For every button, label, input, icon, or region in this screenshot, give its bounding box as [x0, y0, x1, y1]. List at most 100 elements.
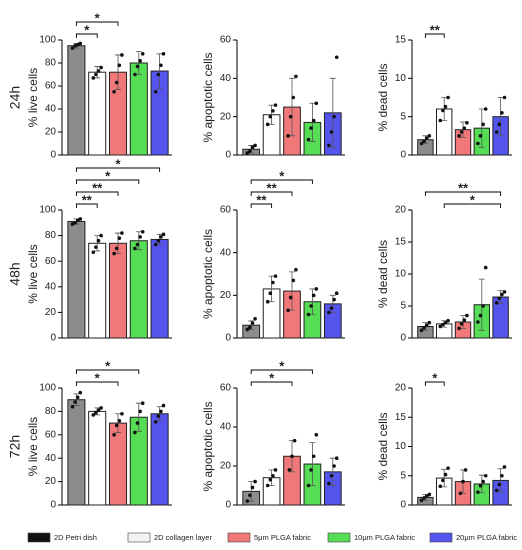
data-point [159, 409, 163, 414]
data-point [443, 104, 448, 109]
data-point [135, 64, 140, 69]
bar [129, 62, 148, 156]
y-tick-label: 20 [220, 461, 232, 472]
data-point [291, 278, 296, 283]
data-point [422, 325, 426, 330]
legend-label: 2D collagen layer [154, 533, 212, 542]
data-point [306, 137, 311, 142]
data-point [78, 41, 83, 46]
data-point [457, 326, 461, 331]
error-bar [460, 315, 466, 329]
data-point [461, 479, 465, 484]
data-point [483, 107, 488, 111]
data-point [494, 488, 499, 493]
significance-bracket [250, 203, 273, 208]
data-point [156, 238, 161, 243]
data-point [96, 408, 101, 413]
data-point [112, 251, 116, 256]
bar [88, 242, 107, 339]
data-point [311, 293, 316, 298]
data-point [438, 484, 443, 489]
data-point [112, 89, 116, 94]
data-point [120, 411, 124, 416]
y-tick-label: 0 [400, 150, 406, 161]
data-point [483, 473, 488, 478]
data-point [332, 297, 336, 302]
error-bar [268, 104, 275, 125]
data-point [476, 490, 480, 494]
error-bar [248, 481, 255, 502]
y-tick-label: 80 [45, 230, 57, 241]
data-point [494, 130, 499, 134]
data-point [286, 134, 290, 138]
error-bar [497, 468, 504, 493]
data-point [245, 327, 250, 332]
y-tick-label: 10 [395, 269, 407, 280]
data-point [483, 265, 488, 270]
data-point [245, 151, 250, 155]
data-point [117, 63, 122, 68]
data-point [268, 114, 273, 119]
significance-bracket [75, 33, 98, 38]
error-bar [309, 442, 316, 486]
data-point [70, 404, 75, 409]
data-point [99, 406, 103, 410]
data-point [459, 322, 464, 326]
y-tick-label: 20 [45, 307, 57, 318]
error-bar [478, 474, 485, 494]
error-bar [329, 77, 336, 148]
data-point [309, 468, 313, 472]
data-point [159, 63, 163, 68]
data-point [245, 499, 250, 503]
data-point [438, 118, 443, 123]
error-bar [135, 51, 142, 75]
data-point [306, 483, 311, 488]
significance-bracket [75, 203, 98, 208]
bar [67, 45, 86, 156]
error-bar [460, 121, 466, 138]
error-bar [478, 108, 485, 148]
data-point [156, 72, 161, 77]
data-point [253, 479, 257, 484]
bar [67, 399, 86, 506]
y-tick-label: 5 [400, 470, 406, 481]
y-tick-label: 15 [395, 412, 407, 423]
legend-swatch [429, 532, 453, 543]
data-point [443, 320, 448, 325]
data-point [248, 149, 252, 153]
data-point [329, 473, 334, 478]
error-bar [329, 457, 336, 486]
y-tick-label: 80 [45, 406, 57, 417]
data-point [500, 292, 504, 297]
data-point [271, 280, 275, 285]
data-point [271, 109, 275, 113]
data-point [96, 69, 101, 73]
data-point [153, 242, 158, 247]
row-label: 48h [7, 262, 23, 285]
data-point [463, 468, 468, 472]
bar [108, 422, 128, 506]
y-axis-label: % live cells [26, 417, 40, 476]
data-point [446, 318, 450, 323]
data-point [329, 130, 334, 134]
error-bar [156, 53, 163, 89]
error-bar [73, 393, 80, 406]
data-point [161, 52, 166, 56]
data-point [138, 235, 142, 239]
data-point [459, 130, 464, 134]
significance-label: * [279, 168, 285, 183]
y-axis-label: % apoptotic cells [201, 401, 215, 491]
data-point [94, 245, 98, 249]
data-point [458, 491, 463, 496]
data-point [443, 472, 448, 477]
y-tick-label: 60 [45, 81, 57, 92]
data-point [287, 468, 292, 472]
y-axis-label: % apoptotic cells [201, 229, 215, 319]
y-tick-label: 0 [225, 333, 231, 344]
data-point [248, 493, 252, 498]
data-point [478, 134, 483, 138]
significance-bracket [424, 381, 445, 386]
data-point [159, 235, 163, 239]
data-point [332, 114, 336, 119]
y-tick-label: 100 [39, 383, 56, 394]
